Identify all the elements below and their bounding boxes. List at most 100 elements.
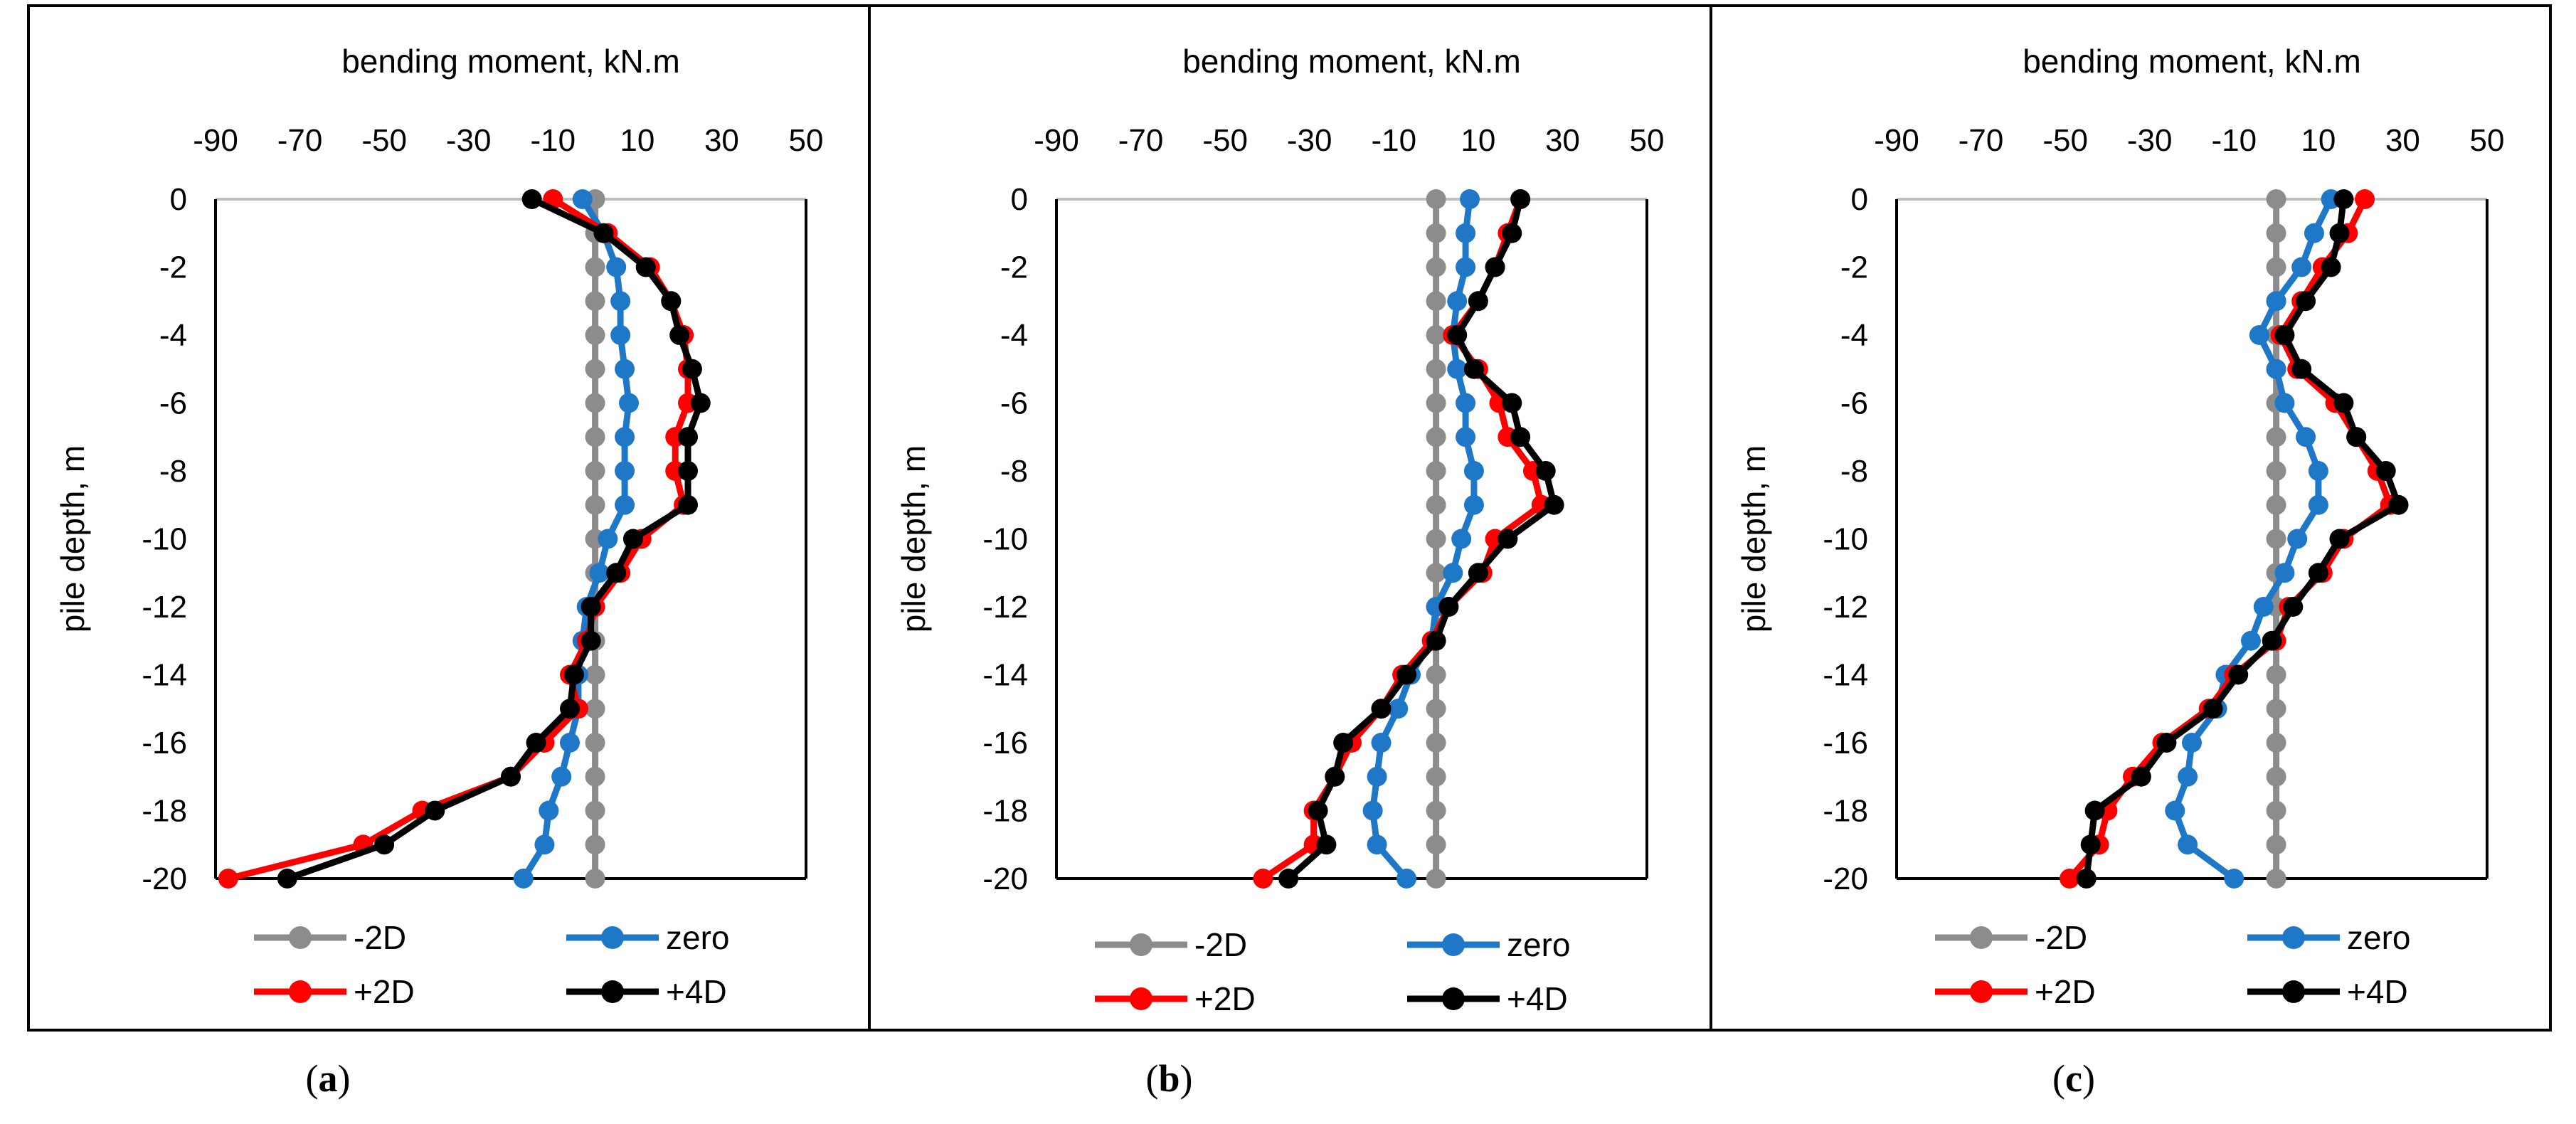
data-point <box>1426 529 1446 549</box>
y-tick-label: -4 <box>1840 318 1868 353</box>
y-tick-label: -8 <box>1000 454 1028 489</box>
data-point <box>2266 800 2286 821</box>
legend-label: +4D <box>666 973 727 1010</box>
data-point <box>1426 461 1446 481</box>
legend-label: +4D <box>1507 980 1568 1017</box>
data-point <box>2262 630 2282 651</box>
data-point <box>2346 427 2367 447</box>
data-point <box>2266 766 2286 787</box>
data-point <box>1426 291 1446 312</box>
data-point <box>1456 427 1476 447</box>
data-point <box>551 766 572 787</box>
data-point <box>1460 189 1480 209</box>
x-tick-label: -10 <box>2211 123 2257 158</box>
data-point <box>585 291 605 312</box>
data-point <box>1426 630 1446 651</box>
x-axis-title: bending moment, kN.m <box>2023 43 2361 80</box>
data-point <box>2266 257 2286 277</box>
legend-item: +2D <box>254 973 415 1010</box>
data-point <box>610 325 631 345</box>
data-point <box>585 393 605 413</box>
data-point <box>2296 291 2316 312</box>
data-point <box>678 494 698 515</box>
data-point <box>2304 223 2324 243</box>
data-point <box>1426 494 1446 515</box>
y-axis-title: pile depth, m <box>1735 445 1772 632</box>
y-tick-label: -20 <box>142 861 187 896</box>
data-point <box>2178 834 2198 855</box>
data-point <box>2203 699 2223 719</box>
legend-swatch-marker <box>1130 987 1152 1010</box>
legend-label: zero <box>666 919 729 956</box>
y-axis-title: pile depth, m <box>54 445 91 632</box>
data-point <box>374 834 395 855</box>
data-point <box>2266 529 2286 549</box>
x-tick-label: 10 <box>2301 123 2336 158</box>
x-tick-label: -70 <box>277 123 323 158</box>
legend-item: zero <box>2247 919 2410 956</box>
y-tick-label: -16 <box>142 726 187 760</box>
data-point <box>2296 427 2316 447</box>
data-point <box>2156 733 2177 753</box>
legend-item: zero <box>1407 926 1570 963</box>
data-point <box>1468 563 1488 583</box>
x-tick-label: 50 <box>1630 123 1665 158</box>
data-point <box>1468 291 1488 312</box>
y-tick-label: -16 <box>982 726 1028 760</box>
data-point <box>1371 733 1392 753</box>
data-point <box>1367 766 1387 787</box>
y-tick-label: -12 <box>1823 590 1868 625</box>
data-point <box>526 733 546 753</box>
data-point <box>585 869 605 889</box>
legend-label: +2D <box>1194 980 1256 1017</box>
legend-label: +2D <box>2035 973 2096 1010</box>
data-point <box>563 664 584 685</box>
y-tick-label: 0 <box>170 182 187 217</box>
y-tick-label: -10 <box>1823 522 1868 557</box>
data-point <box>2228 664 2249 685</box>
data-point <box>678 461 698 481</box>
data-point <box>1426 699 1446 719</box>
data-point <box>581 597 601 617</box>
data-point <box>2224 869 2244 889</box>
data-point <box>1447 359 1468 379</box>
data-point <box>598 529 618 549</box>
y-tick-label: -2 <box>1840 250 1868 285</box>
legend-label: zero <box>1507 926 1570 963</box>
legend-item: +2D <box>1935 973 2096 1010</box>
x-tick-label: -70 <box>1118 123 1164 158</box>
series-zero <box>1362 189 1484 889</box>
legend-label: -2D <box>1194 926 1247 963</box>
data-point <box>2283 597 2304 617</box>
data-point <box>2274 325 2295 345</box>
x-tick-label: 50 <box>2470 123 2505 158</box>
data-point <box>1426 800 1446 821</box>
y-tick-label: -6 <box>1840 386 1868 421</box>
data-point <box>1443 563 1463 583</box>
data-point <box>501 766 521 787</box>
x-tick-label: -30 <box>446 123 492 158</box>
data-point <box>2241 630 2261 651</box>
chart-panel-a: bending moment, kN.m -90 -70 -50 -30 -10 10 30 5… <box>27 4 871 1100</box>
data-point <box>2308 563 2328 583</box>
data-point <box>2178 766 2198 787</box>
legend-swatch-marker <box>1970 926 1993 949</box>
data-point <box>1371 699 1392 719</box>
y-tick-label: -8 <box>159 454 187 489</box>
data-point <box>585 359 605 379</box>
data-point <box>2182 733 2202 753</box>
y-tick-label: -14 <box>982 658 1028 693</box>
y-tick-label: -20 <box>982 861 1028 896</box>
data-point <box>2266 699 2286 719</box>
legend-item: +4D <box>2247 973 2408 1010</box>
panel-caption: (b) <box>1145 1057 1192 1100</box>
data-point <box>1396 869 1417 889</box>
x-tick-label: 50 <box>789 123 824 158</box>
legend-label: +4D <box>2347 973 2408 1010</box>
panel-caption: (a) <box>306 1057 351 1100</box>
chart-panel-b: bending moment, kN.m -90 -70 -50 -30 -10 10 30 5… <box>868 4 1712 1100</box>
data-point <box>585 766 605 787</box>
data-point <box>277 869 297 889</box>
data-point <box>2329 223 2350 243</box>
